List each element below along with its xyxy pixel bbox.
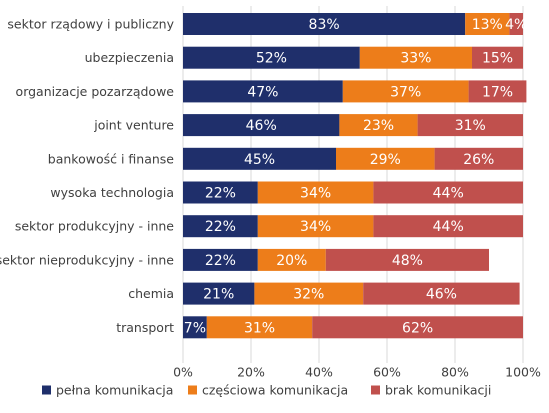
- data-label: 23%: [363, 118, 394, 134]
- data-label: 44%: [433, 186, 464, 202]
- bar-segment: [183, 215, 258, 238]
- data-label: 46%: [426, 287, 457, 303]
- data-label: 4%: [505, 17, 527, 33]
- bar-segment: [342, 80, 469, 103]
- x-axis-ticks: 0% 20% 40% 60% 80% 100%: [173, 365, 541, 380]
- category-label: joint venture: [93, 118, 174, 133]
- bar-segment: [359, 46, 472, 69]
- data-labels: 83% 13% 4% 52% 33% 15% 47% 37% 17% 46% 23% 31% 45% 29…: [184, 17, 528, 336]
- legend-swatch: [371, 385, 380, 395]
- bar-segment: [373, 215, 523, 238]
- data-label: 22%: [205, 253, 236, 269]
- bars: [183, 13, 527, 339]
- bar-segment: [183, 46, 360, 69]
- data-label: 33%: [400, 51, 431, 67]
- data-label: 47%: [247, 84, 278, 100]
- category-label: sektor rządowy i publiczny: [7, 17, 174, 32]
- x-tick-label: 60%: [373, 365, 401, 380]
- data-label: 45%: [244, 152, 275, 168]
- category-label: ubezpieczenia: [85, 50, 174, 65]
- data-label: 17%: [482, 84, 513, 100]
- bar-segment: [183, 13, 466, 35]
- x-tick-label: 100%: [505, 365, 541, 380]
- category-label: sektor produkcyjny - inne: [15, 219, 174, 234]
- legend-label: częściowa komunikacja: [202, 383, 348, 398]
- data-label: 31%: [244, 320, 275, 336]
- data-label: 52%: [256, 51, 287, 67]
- data-label: 34%: [300, 219, 331, 235]
- bar-segment: [183, 181, 258, 204]
- legend: pełna komunikacja częściowa komunikacja br…: [42, 383, 491, 398]
- bar-segment: [254, 282, 364, 305]
- category-label: bankowość i finanse: [48, 151, 175, 166]
- bar-segment: [312, 316, 523, 339]
- data-label: 21%: [203, 287, 234, 303]
- bar-segment: [183, 248, 258, 271]
- bar-segment: [434, 147, 523, 170]
- data-label: 7%: [184, 320, 206, 336]
- data-label: 31%: [455, 118, 486, 134]
- data-label: 32%: [293, 287, 324, 303]
- bar-segment: [183, 147, 336, 170]
- bar-segment: [468, 80, 527, 103]
- data-label: 34%: [300, 186, 331, 202]
- legend-swatch: [188, 385, 197, 395]
- data-label: 29%: [370, 152, 401, 168]
- category-label: organizacje pozarządowe: [16, 84, 175, 99]
- bar-segment: [257, 215, 374, 238]
- category-label: sektor nieprodukcyjny - inne: [0, 252, 174, 267]
- legend-label: brak komunikacji: [385, 383, 491, 398]
- bar-segment: [325, 248, 489, 271]
- bar-segment: [183, 80, 343, 103]
- data-label: 13%: [472, 17, 503, 33]
- data-label: 62%: [402, 320, 433, 336]
- bar-segment: [373, 181, 523, 204]
- category-label: transport: [116, 320, 174, 335]
- data-label: 37%: [390, 84, 421, 100]
- data-label: 20%: [276, 253, 307, 269]
- bar-segment: [257, 181, 374, 204]
- data-label: 46%: [246, 118, 277, 134]
- data-label: 15%: [482, 51, 513, 67]
- bar-segment: [257, 248, 326, 271]
- category-label: chemia: [128, 286, 174, 301]
- bar-segment: [339, 114, 418, 137]
- x-tick-label: 80%: [441, 365, 469, 380]
- legend-swatch: [42, 385, 51, 395]
- data-label: 22%: [205, 186, 236, 202]
- bar-segment: [417, 114, 523, 137]
- category-labels: sektor rządowy i publiczny ubezpieczenia o…: [0, 17, 175, 335]
- category-label: wysoka technologia: [50, 185, 174, 200]
- bar-segment: [509, 13, 523, 35]
- bar-segment: [183, 282, 255, 305]
- data-label: 48%: [392, 253, 423, 269]
- x-tick-label: 40%: [305, 365, 333, 380]
- bar-segment: [183, 316, 207, 339]
- legend-label: pełna komunikacja: [56, 383, 173, 398]
- data-label: 83%: [309, 17, 340, 33]
- bar-segment: [336, 147, 435, 170]
- bar-segment: [206, 316, 313, 339]
- bar-segment: [465, 13, 510, 35]
- x-tick-label: 20%: [237, 365, 265, 380]
- bar-segment: [183, 114, 340, 137]
- data-label: 22%: [205, 219, 236, 235]
- x-tick-label: 0%: [173, 365, 193, 380]
- bar-segment: [472, 46, 523, 69]
- data-label: 44%: [433, 219, 464, 235]
- bar-segment: [363, 282, 520, 305]
- data-label: 26%: [463, 152, 494, 168]
